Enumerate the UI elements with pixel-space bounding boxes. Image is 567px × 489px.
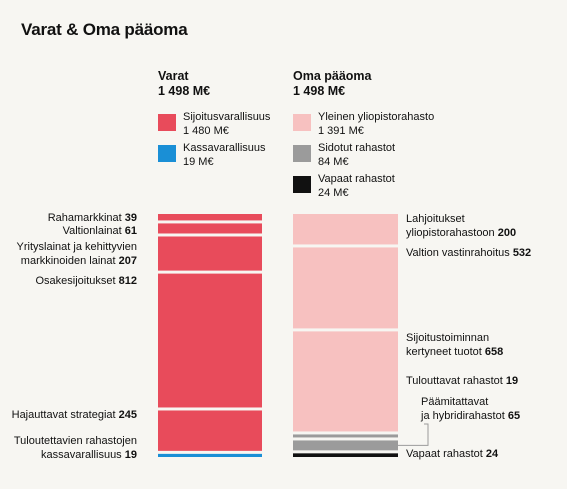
segment-label-tuloutettavien-rahastojen: Tuloutettavien rahastojen kassavarallisuu… bbox=[13, 435, 137, 461]
column-total: 1 498 M€ bbox=[158, 84, 211, 98]
legend-swatch-yleinen bbox=[293, 114, 311, 131]
legend-name: Sijoitusvarallisuus bbox=[183, 111, 271, 123]
segment-label-valtionlainat: Valtionlainat 61 bbox=[62, 225, 137, 237]
column-title: Varat bbox=[158, 69, 189, 83]
leader-line bbox=[398, 423, 429, 446]
segment-label-lahjoitukset: Lahjoitukset yliopistorahastoon 200 bbox=[406, 213, 517, 239]
bar-segment-tuloutettavien-rahastojen-kassavarallisuus bbox=[158, 453, 262, 457]
legend-value: 19 M€ bbox=[183, 156, 214, 168]
legend-name: Yleinen yliopistorahasto bbox=[318, 111, 435, 123]
segment-label-paamitattavat: Päämitattavat ja hybridirahastot 65 bbox=[421, 396, 521, 422]
legend-value: 24 M€ bbox=[318, 187, 349, 199]
column-title: Oma pääoma bbox=[293, 69, 372, 83]
legend-entry-sijoitusvarallisuus: Sijoitusvarallisuus 1 480 M€ bbox=[183, 110, 270, 138]
segment-label-osakesijoitukset: Osakesijoitukset 812 bbox=[35, 275, 137, 287]
segment-label-vapaat-rahastot: Vapaat rahastot 24 bbox=[406, 448, 499, 460]
bar-segment-yrityslainat-ja-kehittyvien-markkinoiden-lainat bbox=[158, 236, 262, 271]
segment-label-hajauttavat-strategiat: Hajauttavat strategiat 245 bbox=[11, 409, 137, 421]
column-heading-oma-paaoma: Oma pääoma 1 498 M€ bbox=[293, 69, 372, 99]
legend-name: Kassavarallisuus bbox=[183, 142, 266, 154]
segment-label-tulouttavat-rahastot: Tulouttavat rahastot 19 bbox=[406, 375, 519, 387]
bar-segment-vapaat-rahastot bbox=[293, 453, 398, 457]
column-heading-varat: Varat 1 498 M€ bbox=[158, 69, 210, 99]
bar-segment-rahamarkkinat bbox=[158, 214, 262, 221]
legend-swatch-vapaat bbox=[293, 176, 311, 193]
bar-segment-valtion-vastinrahoitus bbox=[293, 247, 398, 329]
bar-segment-sijoitustoiminnan-kertyneet-tuotot bbox=[293, 331, 398, 432]
chart-title: Varat & Oma pääoma bbox=[21, 20, 188, 39]
bar-segment-päämitattavat-ja-hybridirahastot bbox=[293, 440, 398, 451]
bar-segment-valtionlainat bbox=[158, 223, 262, 234]
segment-label-rahamarkkinat: Rahamarkkinat 39 bbox=[47, 212, 137, 224]
segment-label-yrityslainat: Yrityslainat ja kehittyvien markkinoiden … bbox=[16, 241, 137, 267]
legend-swatch-sijoitusvarallisuus bbox=[158, 114, 176, 131]
legend-name: Vapaat rahastot bbox=[318, 173, 395, 185]
bar-segment-hajauttavat-strategiat bbox=[158, 410, 262, 451]
segment-label-sijoitustoiminnan-tuotot: Sijoitustoiminnan kertyneet tuotot 658 bbox=[406, 332, 504, 358]
legend-name: Sidotut rahastot bbox=[318, 142, 396, 154]
segment-label-valtion-vastinrahoitus: Valtion vastinrahoitus 532 bbox=[406, 247, 532, 259]
legend-value: 1 480 M€ bbox=[183, 125, 229, 137]
legend-entry-sidotut: Sidotut rahastot 84 M€ bbox=[318, 141, 395, 169]
bar-segment-osakesijoitukset bbox=[158, 273, 262, 408]
legend-swatch-sidotut bbox=[293, 145, 311, 162]
legend-entry-kassavarallisuus: Kassavarallisuus 19 M€ bbox=[183, 141, 266, 169]
legend-entry-vapaat: Vapaat rahastot 24 M€ bbox=[318, 172, 395, 200]
legend-value: 84 M€ bbox=[318, 156, 349, 168]
legend-swatch-kassavarallisuus bbox=[158, 145, 176, 162]
legend-value: 1 391 M€ bbox=[318, 125, 364, 137]
bar-segment-tulouttavat-rahastot bbox=[293, 434, 398, 438]
bar-segment-lahjoitukset-yliopistorahastoon bbox=[293, 214, 398, 245]
column-total: 1 498 M€ bbox=[293, 84, 346, 98]
legend-entry-yleinen: Yleinen yliopistorahasto 1 391 M€ bbox=[318, 110, 434, 138]
